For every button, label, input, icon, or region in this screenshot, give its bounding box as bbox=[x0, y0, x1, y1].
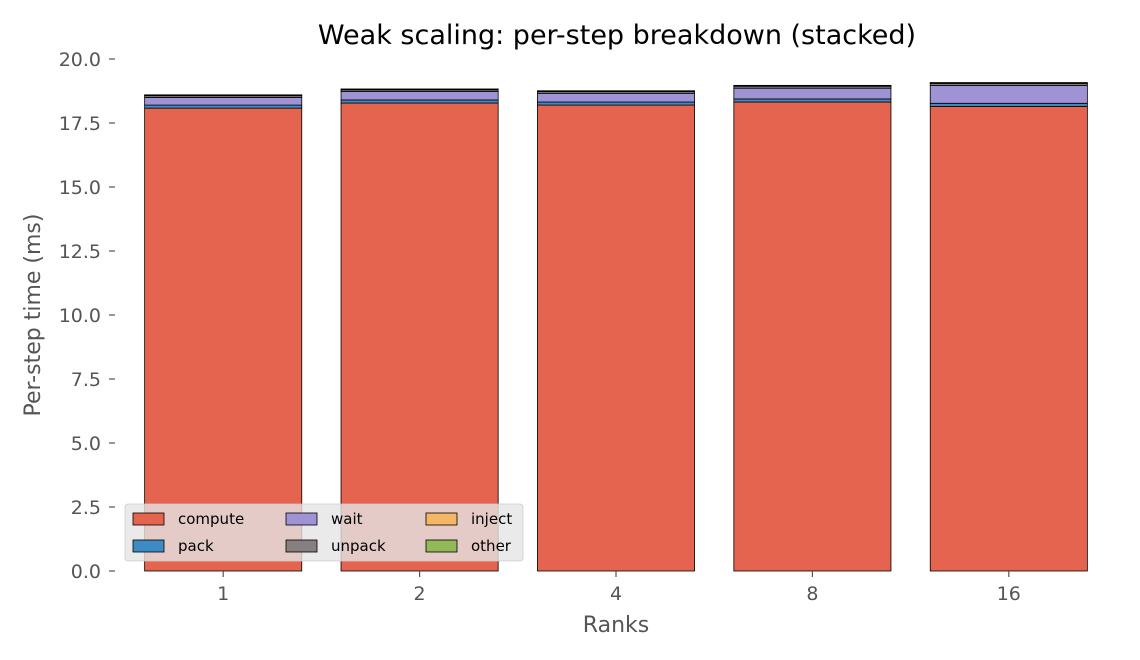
bar-segment-other-4 bbox=[537, 90, 695, 92]
legend-label-wait: wait bbox=[331, 510, 363, 528]
y-tick-label: 12.5 bbox=[59, 241, 101, 263]
bar-segment-wait-1 bbox=[144, 97, 303, 106]
legend-swatch-compute bbox=[132, 512, 165, 526]
bar-segment-compute-2 bbox=[340, 102, 499, 572]
legend-swatch-other bbox=[425, 539, 458, 553]
bar-segment-other-16 bbox=[929, 82, 1088, 84]
y-tick-label: 5.0 bbox=[71, 433, 101, 455]
legend-label-pack: pack bbox=[178, 537, 214, 555]
y-tick-label: 2.5 bbox=[71, 497, 101, 519]
y-tick-label: 20.0 bbox=[59, 49, 101, 71]
bar-segment-wait-4 bbox=[537, 92, 695, 103]
bar-segment-compute-8 bbox=[733, 101, 892, 572]
bars bbox=[144, 82, 1088, 572]
legend-box bbox=[124, 503, 524, 562]
legend-swatch-wait bbox=[285, 512, 318, 526]
x-tick-label: 4 bbox=[610, 583, 622, 605]
y-tick-label: 17.5 bbox=[59, 113, 101, 135]
x-axis-label: Ranks bbox=[583, 613, 649, 638]
y-axis-label: Per-step time (ms) bbox=[21, 214, 46, 417]
x-tick-label: 8 bbox=[806, 583, 818, 605]
y-tick-label: 10.0 bbox=[59, 305, 101, 327]
legend-label-compute: compute bbox=[178, 510, 244, 528]
legend-label-inject: inject bbox=[471, 510, 512, 528]
chart-title: Weak scaling: per-step breakdown (stacke… bbox=[318, 20, 916, 51]
bar-segment-pack-4 bbox=[537, 101, 695, 106]
bar-segment-pack-16 bbox=[929, 102, 1088, 107]
bar-segment-wait-16 bbox=[929, 84, 1088, 104]
bar-segment-compute-16 bbox=[929, 105, 1088, 572]
bar-segment-pack-8 bbox=[733, 98, 892, 103]
y-tick-label: 0.0 bbox=[71, 561, 101, 583]
bar-segment-compute-4 bbox=[537, 104, 695, 572]
bar-segment-pack-1 bbox=[144, 104, 303, 109]
x-tick-label: 16 bbox=[997, 583, 1021, 605]
legend-label-unpack: unpack bbox=[331, 537, 386, 555]
legend-swatch-unpack bbox=[285, 539, 318, 553]
bar-segment-wait-8 bbox=[733, 87, 892, 100]
x-axis: 1 2 4 8 16 bbox=[217, 571, 1021, 605]
x-tick-label: 2 bbox=[414, 583, 426, 605]
legend-swatch-inject bbox=[425, 512, 458, 526]
bar-segment-compute-1 bbox=[144, 107, 303, 572]
y-axis: 0.0 2.5 5.0 7.5 10.0 12.5 15.0 17.5 20.0 bbox=[59, 49, 115, 583]
bar-segment-pack-2 bbox=[340, 99, 499, 104]
y-tick-label: 15.0 bbox=[59, 177, 101, 199]
legend-swatch-pack bbox=[132, 539, 165, 553]
legend: compute pack wait unpack inject other bbox=[124, 503, 524, 562]
y-tick-label: 7.5 bbox=[71, 369, 101, 391]
bar-segment-wait-2 bbox=[340, 91, 499, 101]
legend-label-other: other bbox=[471, 537, 512, 555]
bar-segment-other-1 bbox=[144, 94, 303, 96]
x-tick-label: 1 bbox=[217, 583, 229, 605]
bar-segment-other-2 bbox=[340, 88, 499, 90]
bar-segment-other-8 bbox=[733, 84, 892, 87]
